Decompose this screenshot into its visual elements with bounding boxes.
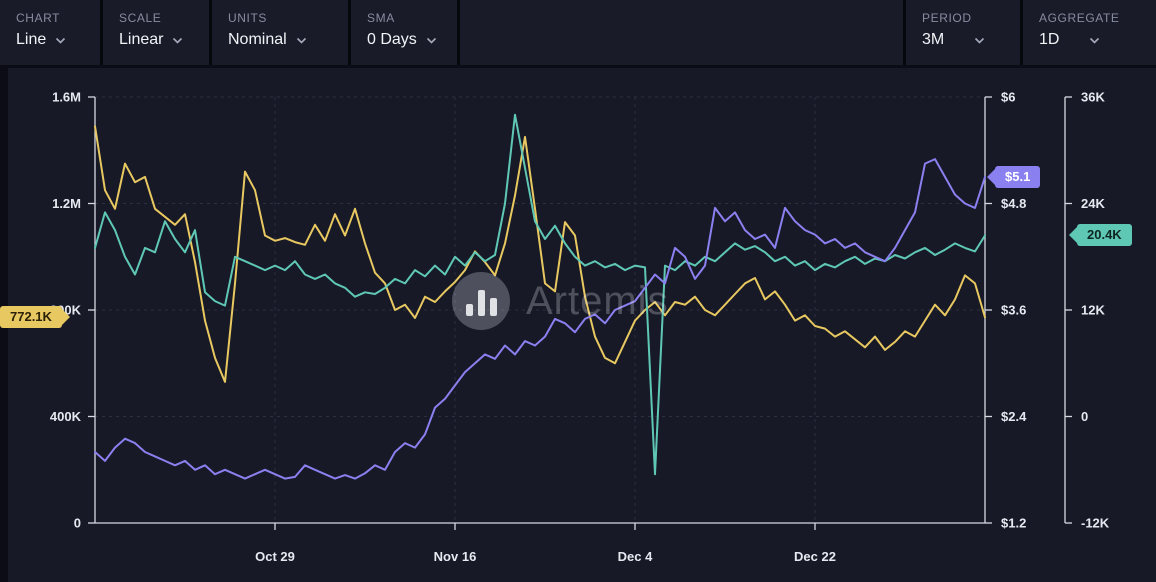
- units-dropdown[interactable]: UNITS Nominal: [212, 0, 348, 65]
- teal-secondary-axis-series-line: [94, 113, 986, 476]
- secondary-axis-label: -12K: [1081, 516, 1110, 531]
- x-axis-label: Oct 29: [255, 549, 295, 564]
- toolbar: CHART Line SCALE Linear UNITS Nominal SM…: [0, 0, 1156, 65]
- chart-type-value: Line: [16, 31, 47, 48]
- scale-dropdown[interactable]: SCALE Linear: [103, 0, 209, 65]
- price-axis-label: $1.2: [1001, 516, 1026, 531]
- secondary-axis-label: 24K: [1081, 196, 1105, 211]
- price-value-badge: $5.1: [986, 166, 1041, 188]
- aggregate-value: 1D: [1039, 31, 1060, 48]
- period-label: PERIOD: [922, 11, 972, 25]
- sma-dropdown[interactable]: SMA 0 Days: [351, 0, 457, 65]
- left-axis-label: 0: [74, 516, 81, 531]
- units-label: UNITS: [228, 11, 267, 25]
- chevron-down-icon: [173, 37, 183, 44]
- x-axis-label: Dec 4: [618, 549, 653, 564]
- units-value: Nominal: [228, 31, 287, 48]
- chevron-down-icon: [1090, 37, 1100, 44]
- chevron-down-icon: [975, 37, 985, 44]
- scale-label: SCALE: [119, 11, 162, 25]
- toolbar-spacer: [460, 0, 903, 65]
- secondary-axis-label: 12K: [1081, 303, 1105, 318]
- purple-price-series-line: [94, 158, 986, 480]
- secondary-value-badge: 20.4K: [1069, 224, 1132, 246]
- aggregate-label: AGGREGATE: [1039, 11, 1120, 25]
- chevron-down-icon: [426, 37, 436, 44]
- aggregate-dropdown[interactable]: AGGREGATE 1D: [1023, 0, 1156, 65]
- sma-label: SMA: [367, 11, 395, 25]
- chart-type-label: CHART: [16, 11, 61, 25]
- scale-value: Linear: [119, 31, 164, 48]
- left-axis-label: 400K: [50, 409, 82, 424]
- period-value: 3M: [922, 31, 945, 48]
- chart-plot-area[interactable]: [95, 97, 985, 523]
- chart-type-dropdown[interactable]: CHART Line: [0, 0, 100, 65]
- chart-panel: [8, 68, 1156, 582]
- chevron-down-icon: [296, 37, 306, 44]
- price-axis-label: $3.6: [1001, 303, 1026, 318]
- chevron-down-icon: [56, 37, 66, 44]
- x-axis-label: Dec 22: [794, 549, 836, 564]
- left-axis-label: 1.2M: [52, 196, 81, 211]
- yellow-left-axis-series-line: [94, 125, 986, 383]
- left-axis-label: 1.6M: [52, 90, 81, 105]
- yellow-series-value-badge: 772.1K: [0, 306, 70, 328]
- secondary-axis-label: 36K: [1081, 90, 1105, 105]
- x-axis-label: Nov 16: [434, 549, 477, 564]
- sma-value: 0 Days: [367, 31, 417, 48]
- secondary-axis-label: 0: [1081, 409, 1088, 424]
- price-axis-label: $4.8: [1001, 196, 1026, 211]
- period-dropdown[interactable]: PERIOD 3M: [906, 0, 1020, 65]
- price-axis-label: $6: [1001, 90, 1015, 105]
- price-axis-label: $2.4: [1001, 409, 1027, 424]
